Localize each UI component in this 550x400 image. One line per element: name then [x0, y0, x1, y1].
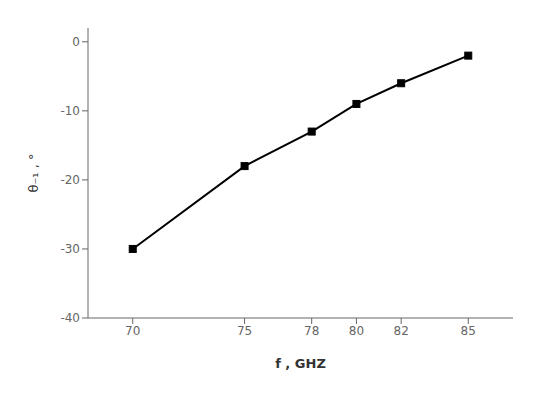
- svg-text:θ₋₁ , °: θ₋₁ , °: [26, 154, 41, 193]
- svg-text:80: 80: [349, 324, 364, 338]
- svg-text:f , GHZ: f , GHZ: [275, 356, 326, 371]
- svg-text:78: 78: [304, 324, 319, 338]
- svg-text:-30: -30: [60, 242, 80, 256]
- svg-text:-20: -20: [60, 173, 80, 187]
- svg-text:75: 75: [237, 324, 252, 338]
- svg-text:-40: -40: [60, 311, 80, 325]
- svg-text:82: 82: [394, 324, 409, 338]
- svg-text:85: 85: [461, 324, 476, 338]
- svg-text:70: 70: [125, 324, 140, 338]
- svg-text:-10: -10: [60, 104, 80, 118]
- svg-text:0: 0: [72, 35, 80, 49]
